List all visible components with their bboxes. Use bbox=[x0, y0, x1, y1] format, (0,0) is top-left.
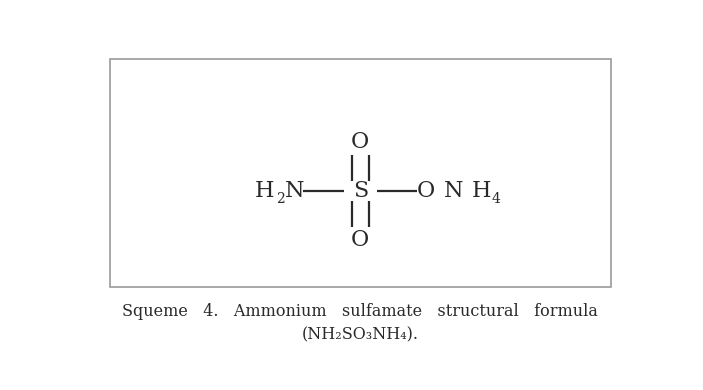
Text: H: H bbox=[472, 180, 491, 202]
Text: N: N bbox=[444, 180, 464, 202]
Text: O: O bbox=[352, 131, 369, 153]
Text: (NH₂SO₃NH₄).: (NH₂SO₃NH₄). bbox=[302, 326, 419, 344]
Text: Squeme   4.   Ammonium   sulfamate   structural   formula: Squeme 4. Ammonium sulfamate structural … bbox=[122, 303, 598, 319]
Text: H: H bbox=[255, 180, 275, 202]
Text: 2: 2 bbox=[276, 192, 285, 206]
Text: S: S bbox=[353, 180, 368, 202]
Text: O: O bbox=[417, 180, 434, 202]
Text: O: O bbox=[352, 229, 369, 251]
Text: 4: 4 bbox=[492, 192, 501, 206]
Text: N: N bbox=[285, 180, 304, 202]
